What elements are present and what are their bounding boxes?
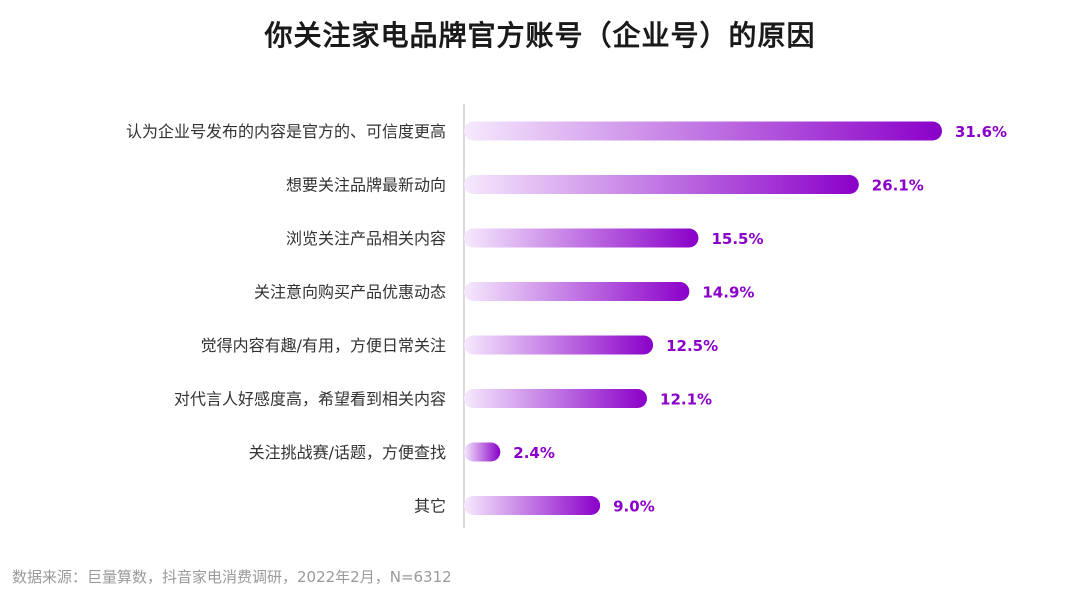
value-label: 12.1% — [660, 391, 712, 409]
data-source-note: 数据来源：巨量算数，抖音家电消费调研，2022年2月，N=6312 — [12, 568, 452, 586]
category-label: 关注意向购买产品优惠动态 — [254, 283, 446, 302]
category-label: 认为企业号发布的内容是官方的、可信度更高 — [126, 122, 446, 141]
value-label: 2.4% — [513, 444, 555, 462]
category-label: 想要关注品牌最新动向 — [286, 176, 446, 195]
category-label: 浏览关注产品相关内容 — [286, 229, 446, 248]
category-label: 觉得内容有趣/有用，方便日常关注 — [201, 336, 446, 355]
category-label: 其它 — [414, 497, 446, 516]
value-label: 9.0% — [613, 498, 655, 516]
category-label: 关注挑战赛/话题，方便查找 — [249, 443, 446, 462]
chart-title: 你关注家电品牌官方账号（企业号）的原因 — [264, 19, 816, 52]
bar — [464, 282, 690, 301]
bar — [464, 496, 601, 515]
value-label: 15.5% — [711, 230, 763, 248]
bar — [464, 175, 859, 194]
value-label: 14.9% — [702, 284, 754, 302]
bar — [464, 121, 942, 141]
category-label: 对代言人好感度高，希望看到相关内容 — [174, 390, 446, 409]
bar — [464, 389, 648, 408]
value-label: 26.1% — [872, 177, 924, 195]
bar — [464, 335, 654, 355]
value-label: 31.6% — [955, 123, 1007, 141]
bar — [464, 442, 501, 462]
value-label: 12.5% — [666, 337, 718, 355]
bar — [464, 228, 699, 248]
